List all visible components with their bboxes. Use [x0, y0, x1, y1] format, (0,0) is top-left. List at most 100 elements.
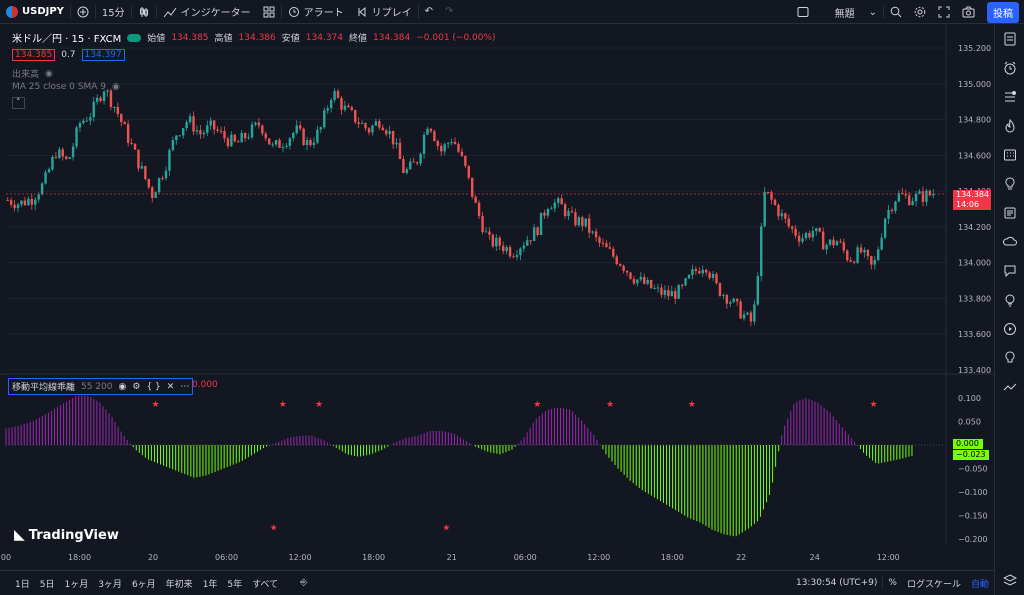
- chart-canvas[interactable]: ★ ★ ★ ★ ★ ★ ★ ★ ★ 135.200 135.000 134.800 134.600 13…: [0, 24, 994, 570]
- redo-button[interactable]: ↷: [445, 6, 454, 17]
- interval-button[interactable]: 15分: [101, 8, 125, 19]
- search-button[interactable]: [884, 0, 908, 24]
- buy-button[interactable]: 134.397: [81, 49, 125, 61]
- fullscreen-button[interactable]: [932, 0, 956, 24]
- range-button[interactable]: 1ヶ月: [64, 579, 89, 590]
- price-tick: 134.200: [958, 223, 991, 232]
- range-button[interactable]: すべて: [252, 579, 279, 590]
- news-icon[interactable]: [995, 198, 1024, 227]
- change-value: −0.001 (−0.00%): [416, 32, 496, 43]
- ideas-icon[interactable]: [995, 169, 1024, 198]
- publish-button[interactable]: 投稿: [987, 1, 1019, 23]
- snapshot-button[interactable]: [956, 0, 981, 24]
- candle-body: [30, 198, 34, 205]
- layout-name[interactable]: 無題 ⌄: [829, 0, 883, 24]
- compare-button[interactable]: [71, 0, 95, 24]
- layout-name-label: 無題: [834, 8, 855, 20]
- indicator-value-legend: 0.000: [192, 380, 218, 390]
- candle-body: [770, 192, 773, 200]
- sell-button[interactable]: 134.385: [12, 49, 56, 61]
- camera-icon: [962, 6, 975, 18]
- candle-body: [773, 199, 777, 206]
- layers-icon[interactable]: [995, 566, 1024, 595]
- close-icon[interactable]: ✕: [166, 381, 175, 392]
- watchlist-icon[interactable]: [995, 24, 1024, 53]
- divider: [130, 4, 132, 19]
- candle-body: [667, 290, 670, 297]
- divider: [94, 4, 96, 19]
- candle-body: [433, 131, 436, 142]
- alarm-clock-icon[interactable]: [995, 53, 1024, 82]
- help-icon[interactable]: [995, 285, 1024, 314]
- source-code-icon[interactable]: { }: [146, 381, 161, 392]
- clock[interactable]: 13:30:54 (UTC+9): [795, 578, 878, 588]
- trend-icon[interactable]: [995, 372, 1024, 401]
- candle-body: [629, 272, 632, 279]
- candle-body: [832, 239, 835, 246]
- chat-icon[interactable]: [995, 256, 1024, 285]
- range-button[interactable]: 5日: [39, 579, 55, 590]
- trade-buttons: 134.385 0.7 134.397: [12, 49, 125, 61]
- indicator-legend[interactable]: 移動平均線乖離 55 200 ◉ ⚙ { } ✕ ⋯: [8, 378, 194, 395]
- candle-body: [161, 178, 164, 180]
- candle-body: [756, 276, 760, 305]
- percent-toggle[interactable]: %: [888, 578, 897, 588]
- time-tick: 20: [148, 553, 158, 562]
- settings-button[interactable]: [908, 0, 932, 24]
- hotlists-icon[interactable]: [995, 111, 1024, 140]
- indicator-tick: −0.200: [958, 535, 988, 544]
- log-scale-toggle[interactable]: ログスケール: [906, 579, 961, 590]
- alert-button[interactable]: アラート: [282, 0, 350, 24]
- candle-body: [37, 194, 40, 200]
- indicators-button[interactable]: インジケーター: [157, 0, 257, 24]
- data-window-icon[interactable]: [995, 82, 1024, 111]
- low-label: 安値: [281, 34, 300, 44]
- range-button[interactable]: 5年: [227, 579, 243, 590]
- gear-icon[interactable]: ⚙: [132, 381, 141, 392]
- symbol-legend: 米ドル／円 · 15 · FXCM 始値 134.385 高値 134.386 安値…: [12, 30, 496, 46]
- calendar-icon[interactable]: [995, 140, 1024, 169]
- candle-body: [223, 131, 226, 139]
- candle-body: [760, 226, 763, 277]
- price-tick: 134.000: [958, 259, 991, 268]
- layouts-button[interactable]: [257, 0, 281, 24]
- time-axis[interactable]: 00 18:00 20 06:00 12:00 18:00 21 06:00 12:00 18:0…: [1, 553, 900, 562]
- candle-body: [729, 302, 732, 304]
- replay-icon: [358, 6, 366, 17]
- candle-body: [505, 247, 508, 252]
- more-icon[interactable]: ⋯: [180, 381, 190, 392]
- lightbulb-icon[interactable]: [995, 343, 1024, 372]
- time-tick: 21: [447, 553, 457, 562]
- chat-cloud-icon[interactable]: [995, 227, 1024, 256]
- collapse-legend-button[interactable]: ˄: [12, 97, 25, 109]
- candle-body: [34, 199, 37, 205]
- eye-icon[interactable]: ◉: [45, 68, 53, 79]
- layout-select-button[interactable]: [791, 0, 815, 24]
- price-tick: 134.600: [958, 151, 991, 160]
- chart-area[interactable]: ★ ★ ★ ★ ★ ★ ★ ★ ★ 135.200 135.000 134.800 134.600 13…: [0, 24, 994, 570]
- candle-body: [612, 248, 615, 257]
- candle-body: [471, 177, 474, 197]
- undo-button[interactable]: ↶: [424, 6, 434, 17]
- range-button[interactable]: 1日: [15, 579, 30, 590]
- range-button[interactable]: 6ヶ月: [131, 579, 156, 590]
- goto-date-icon[interactable]: ⎆: [300, 578, 308, 588]
- range-button[interactable]: 3ヶ月: [98, 579, 122, 590]
- candle-body: [784, 213, 787, 219]
- candle-body: [711, 273, 715, 278]
- symbol-search[interactable]: USDJPY: [0, 0, 70, 24]
- divider: [69, 4, 71, 19]
- candle-body: [766, 192, 770, 194]
- candle-body: [588, 218, 591, 233]
- range-button[interactable]: 年初来: [165, 579, 193, 590]
- candle-body: [209, 120, 212, 126]
- broadcast-icon[interactable]: [995, 314, 1024, 343]
- auto-scale-toggle[interactable]: 自動: [970, 579, 989, 590]
- eye-icon[interactable]: ◉: [118, 381, 127, 392]
- chart-type-button[interactable]: [132, 0, 156, 24]
- range-button[interactable]: 1年: [202, 579, 218, 590]
- candle-body: [742, 314, 746, 319]
- replay-button[interactable]: リプレイ: [350, 0, 418, 24]
- eye-icon[interactable]: ◉: [111, 82, 120, 92]
